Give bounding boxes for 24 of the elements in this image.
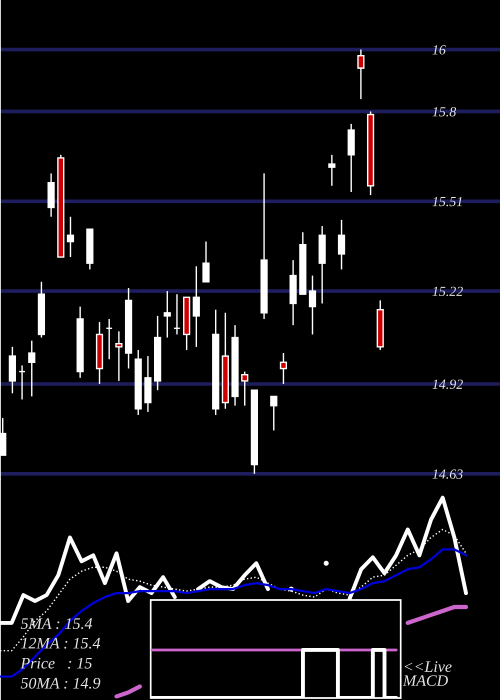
y-tick-label: 15.8 bbox=[432, 107, 456, 116]
candlestick bbox=[18, 364, 26, 400]
candlestick bbox=[115, 330, 122, 382]
y-tick-label: 14.63 bbox=[432, 469, 463, 479]
candlestick bbox=[241, 370, 248, 406]
candlestick bbox=[338, 219, 346, 270]
annotation: 50MA : 14.9 bbox=[20, 678, 100, 689]
candlestick bbox=[308, 274, 316, 336]
candlestick bbox=[270, 396, 278, 432]
y-tick-label: 16 bbox=[432, 45, 446, 55]
candlestick bbox=[173, 294, 181, 336]
y-tick-label: 15.22 bbox=[432, 286, 463, 296]
candlestick bbox=[66, 216, 74, 258]
candlestick bbox=[28, 340, 36, 398]
y-tick-label: 14.92 bbox=[432, 380, 463, 390]
candlestick bbox=[202, 240, 210, 282]
candlestick bbox=[106, 318, 113, 360]
annotation: <<Live MACD bbox=[402, 661, 452, 686]
candlestick bbox=[192, 266, 200, 348]
candlestick bbox=[357, 48, 364, 100]
candlestick bbox=[280, 352, 288, 385]
candlestick bbox=[328, 154, 336, 186]
y-tick-label: 15.51 bbox=[432, 196, 462, 206]
candlestick bbox=[164, 290, 171, 338]
